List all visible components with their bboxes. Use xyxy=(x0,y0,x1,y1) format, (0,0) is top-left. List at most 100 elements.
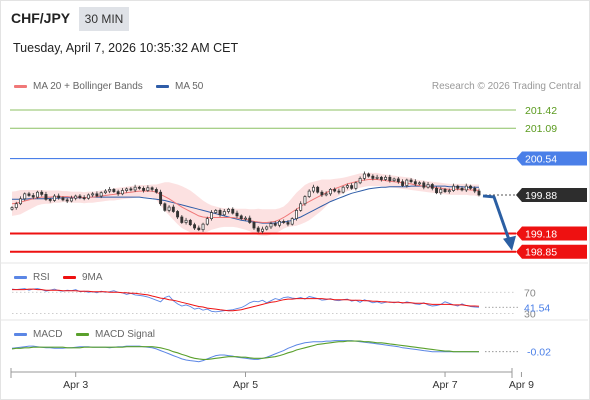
macd-line xyxy=(11,340,479,363)
ma20-swatch xyxy=(14,85,27,88)
signal-swatch xyxy=(76,333,89,336)
candle-body xyxy=(120,190,124,195)
candle-body xyxy=(244,217,247,220)
candle-body xyxy=(231,208,235,214)
candle-body xyxy=(137,186,141,189)
candle-body xyxy=(278,221,281,226)
candle-body xyxy=(388,176,392,181)
candle-body xyxy=(78,195,82,199)
candle-body xyxy=(422,182,426,188)
candles xyxy=(10,171,481,234)
legend-ma50: MA 50 xyxy=(156,81,203,92)
candle-body xyxy=(218,210,222,216)
ma9-swatch xyxy=(63,276,76,279)
candle-body xyxy=(10,207,14,210)
candle-body xyxy=(413,181,417,185)
x-tick-label: Apr 3 xyxy=(63,379,88,391)
candle-body xyxy=(176,211,180,218)
candle-body xyxy=(286,222,290,225)
candle-body xyxy=(477,190,481,196)
candle-body xyxy=(252,222,256,229)
candle-body xyxy=(384,176,388,180)
candle-body xyxy=(354,182,358,189)
candle-body xyxy=(133,186,137,191)
datetime-label: Tuesday, April 7, 2026 10:35:32 AM CET xyxy=(13,41,239,55)
macd-signal-line xyxy=(11,340,479,360)
candle-body xyxy=(345,185,349,188)
candle-body xyxy=(150,187,154,190)
candle-body xyxy=(48,198,52,201)
candle-body xyxy=(65,199,69,202)
candle-body xyxy=(19,198,22,205)
candle-body xyxy=(82,197,86,200)
candle-body xyxy=(142,187,146,191)
rsi-last-label: 41.54 xyxy=(524,302,550,314)
forecast-arrow xyxy=(482,194,511,241)
candle-body xyxy=(311,186,315,192)
candle-body xyxy=(269,223,273,228)
legend-9ma: 9MA xyxy=(63,272,103,283)
legend-9ma-label: 9MA xyxy=(82,272,103,283)
level-tag-support xyxy=(516,226,587,241)
x-tick-label: Apr 5 xyxy=(233,379,258,391)
candle-body xyxy=(201,223,205,231)
candle-body xyxy=(405,179,409,186)
candle-body xyxy=(464,185,468,191)
candle-body xyxy=(324,193,328,196)
legend-signal-label: MACD Signal xyxy=(95,329,156,340)
candle-body xyxy=(316,186,320,193)
candle-body xyxy=(265,226,269,230)
candle-body xyxy=(401,181,405,186)
legend-macd-signal: MACD Signal xyxy=(76,329,155,340)
candle-body xyxy=(350,185,354,189)
symbol-title: CHF/JPY xyxy=(11,10,71,26)
level-label-support: 199.18 xyxy=(525,229,557,241)
candle-body xyxy=(418,182,422,185)
candle-body xyxy=(188,219,192,226)
candle-body xyxy=(57,195,61,199)
candle-body xyxy=(227,208,230,212)
level-label-support: 198.85 xyxy=(525,247,557,259)
candle-body xyxy=(452,185,455,191)
level-label-resistance: 201.42 xyxy=(525,105,557,117)
candle-body xyxy=(456,185,460,189)
macd-swatch xyxy=(14,333,27,336)
candle-body xyxy=(99,192,103,197)
timeframe-button[interactable]: 30 MIN xyxy=(79,7,129,31)
legend-macd-label: MACD xyxy=(33,329,63,340)
candle-body xyxy=(443,189,447,192)
candle-body xyxy=(205,218,209,225)
candle-body xyxy=(469,185,472,189)
legend-macd: MACD xyxy=(14,329,62,340)
candle-body xyxy=(197,227,201,231)
candle-body xyxy=(53,195,56,201)
candle-body xyxy=(367,173,371,177)
candle-body xyxy=(40,191,44,195)
candle-body xyxy=(290,218,294,225)
candle-body xyxy=(74,195,78,199)
candle-body xyxy=(214,210,218,213)
legend-ma20-label: MA 20 + Bollinger Bands xyxy=(33,81,143,92)
candle-body xyxy=(261,228,264,232)
forecast-arrow-head xyxy=(503,235,516,251)
candle-body xyxy=(112,189,116,192)
candle-body xyxy=(320,191,324,196)
x-tick-label: Apr 9 xyxy=(509,379,534,391)
candle-body xyxy=(44,194,48,200)
candle-body xyxy=(307,190,311,197)
candle-body xyxy=(473,187,477,192)
candle-body xyxy=(91,193,95,196)
x-tick-label: Apr 7 xyxy=(432,379,457,391)
candle-body xyxy=(375,176,379,179)
candle-body xyxy=(36,191,39,198)
last-price-tag xyxy=(516,187,587,202)
rsi-swatch xyxy=(14,276,27,279)
macd-last-label: -0.02 xyxy=(527,347,551,359)
rsi-ma9-line xyxy=(12,288,480,312)
legend-rsi-label: RSI xyxy=(33,272,50,283)
candle-body xyxy=(392,178,396,181)
candle-body xyxy=(362,173,366,179)
candle-body xyxy=(447,190,451,192)
candle-body xyxy=(333,189,337,192)
candle-body xyxy=(210,212,213,219)
